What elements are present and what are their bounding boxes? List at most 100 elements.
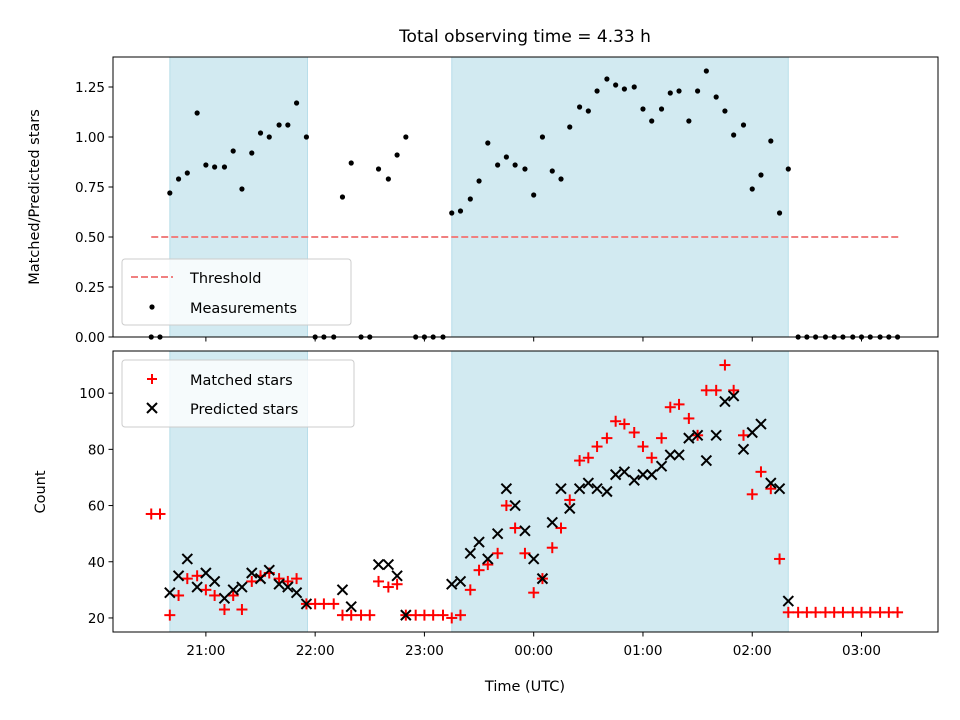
measurement-point [485,140,491,146]
measurement-point [649,118,655,124]
y-tick-label: 80 [88,442,105,458]
measurement-point [194,110,200,116]
matched-stars-point [246,575,258,587]
matched-stars-point [181,573,193,585]
measurement-point [549,168,555,174]
measurement-point [768,138,774,144]
x-tick-label: 23:00 [405,643,444,659]
matched-stars-point [601,432,613,444]
predicted-stars-point [527,553,540,565]
predicted-stars-point [191,581,203,593]
predicted-legend-marker [146,402,158,414]
matched-stars-point [282,575,294,587]
measurement-point [512,162,518,168]
measurement-point [667,90,673,96]
measurement-point [303,134,310,140]
measurement-point [230,148,236,154]
observing-interval-band [451,56,789,338]
y-tick-label: 0.00 [75,330,105,346]
matched-stars-point [618,418,630,430]
matched-stars-point [236,604,248,616]
measurement-point [695,88,701,94]
predicted-stars-point [683,432,695,444]
predicted-stars-point [773,482,786,495]
measurements-legend-marker [149,304,155,310]
matched-stars-point [746,488,758,500]
matched-stars-point [427,609,439,621]
matched-stars-point [673,398,685,410]
y-tick-label: 0.75 [75,180,105,196]
predicted-stars-point [200,567,212,579]
measurement-point [640,106,646,112]
matched-stars-point [591,441,603,453]
predicted-stars-point [664,449,676,461]
predicted-stars-point [646,468,658,481]
matched-stars-point [154,508,166,520]
predicted-stars-point [746,426,758,439]
measurements-legend-label: Measurements [190,301,297,317]
matched-stars-point [164,609,176,621]
x-tick-label: 01:00 [624,643,663,659]
measurement-point [276,122,282,128]
matched-stars-point [173,589,185,601]
measurement-point [375,166,382,172]
y-tick-label: 100 [79,386,105,402]
predicted-stars-point [691,429,704,442]
matched-stars-point [509,522,521,534]
matched-stars-point [864,606,876,618]
matched-legend-marker [147,374,157,384]
measurement-point [531,192,537,198]
matched-stars-point [582,452,594,464]
predicted-stars-point [208,575,221,588]
matched-stars-point [382,581,394,593]
x-tick-label: 00:00 [514,643,553,659]
predicted-stars-point [454,575,467,588]
measurement-point [403,134,409,140]
matched-stars-point [574,455,586,467]
predicted-stars-point [336,584,349,596]
x-tick-label: 03:00 [842,643,881,659]
predicted-stars-point [546,516,558,529]
predicted-stars-point [573,482,586,495]
matched-stars-point [500,500,512,512]
predicted-stars-point [372,558,385,571]
predicted-stars-point [555,482,567,495]
chart-title: Total observing time = 4.33 h [398,27,651,47]
matched-stars-point [328,598,340,610]
matched-stars-point [291,573,303,585]
predicted-stars-point [609,468,622,481]
matched-stars-point [892,606,904,618]
measurement-point [239,186,245,192]
measurement-point [293,100,300,106]
x-tick-label: 21:00 [186,643,225,659]
matched-stars-point [446,612,458,624]
matched-stars-point [637,441,649,453]
predicted-stars-point [719,395,731,408]
measurement-point [631,84,637,90]
matched-stars-point [710,384,722,396]
predicted-stars-point [273,578,285,590]
matched-stars-point [364,609,376,621]
predicted-stars-point [345,601,357,613]
matched-stars-point [200,584,212,596]
bottom-legend: Matched stars Predicted stars [121,359,355,428]
measurement-point [658,106,665,112]
matched-stars-point [227,589,239,601]
matched-stars-point [755,466,767,478]
matched-stars-point [391,578,403,590]
matched-stars-point [628,426,640,438]
matched-stars-point [700,384,712,396]
measurement-point [203,162,209,168]
top-y-axis-label: Matched/Predicted stars [27,109,43,285]
matched-stars-point [546,542,558,554]
predicted-stars-point [673,449,685,461]
measurement-point [175,176,182,182]
predicted-stars-point [618,466,631,478]
matched-stars-point [492,547,504,559]
measurement-point [348,160,354,166]
measurement-point [184,170,190,176]
measurement-point [167,190,173,196]
matched-stars-point [837,606,849,618]
predicted-stars-point [727,390,740,402]
measurement-point [585,108,591,114]
